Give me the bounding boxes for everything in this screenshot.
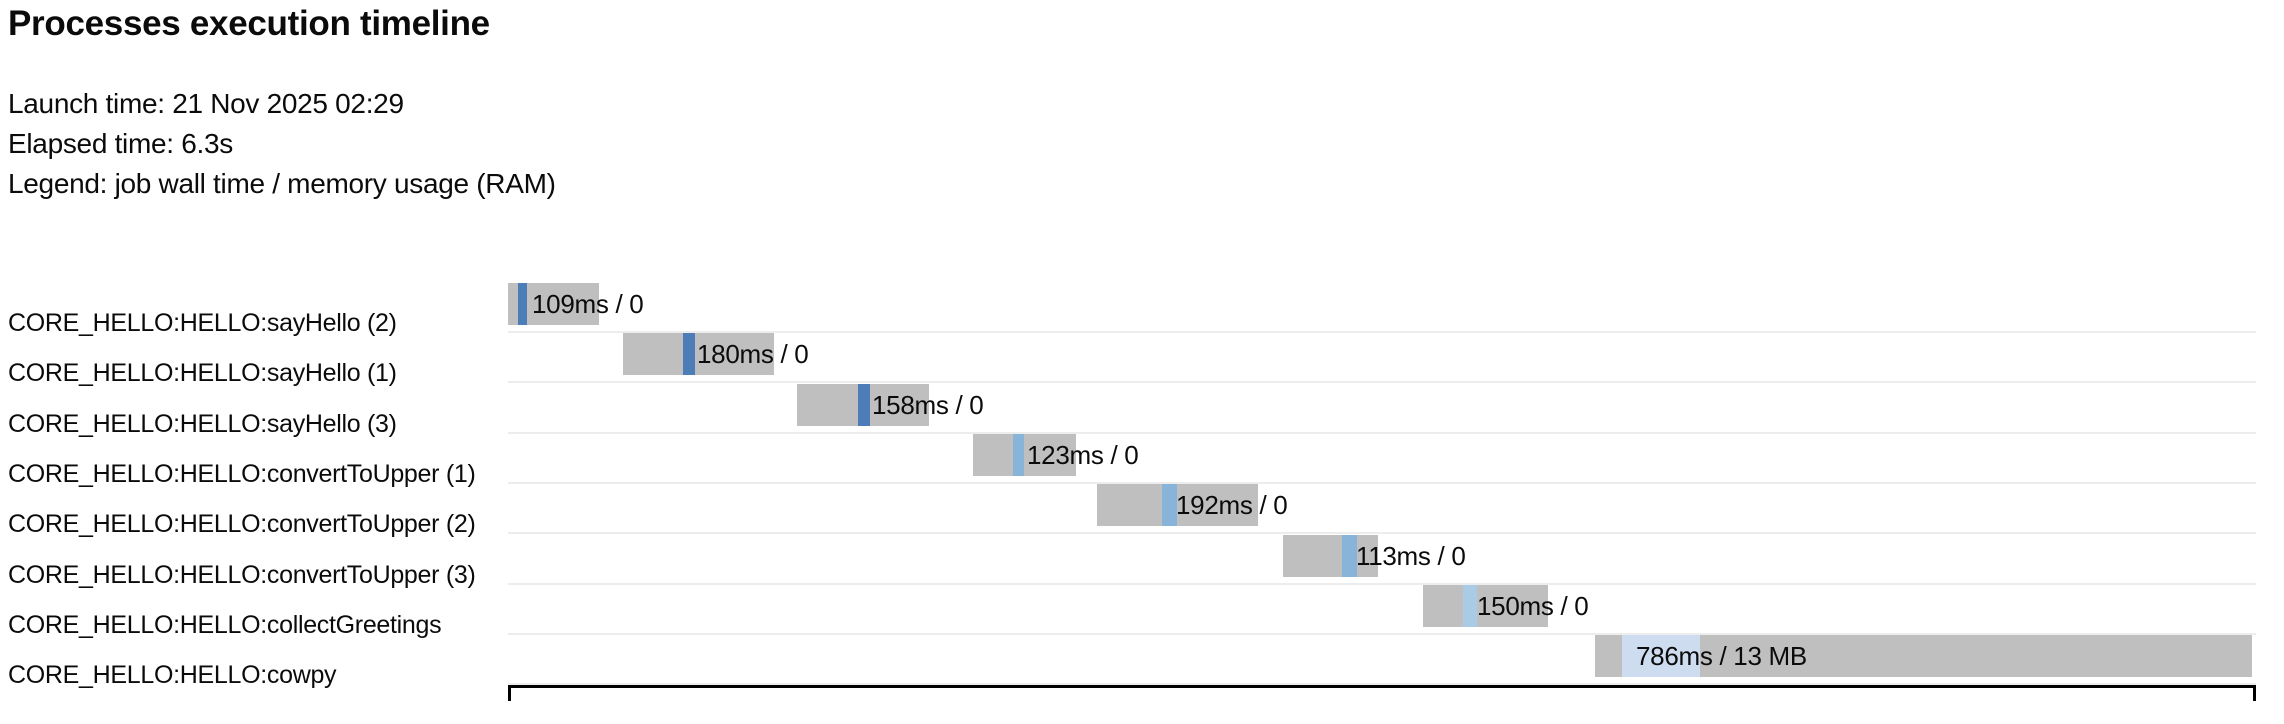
task-duration-memory-label: 192ms / 0 <box>1176 490 1288 520</box>
row-separator-line <box>508 482 2256 484</box>
task-run-segment <box>1463 585 1477 627</box>
task-wall-time-bar <box>1595 635 2252 677</box>
process-label: CORE_HELLO:HELLO:sayHello (2) <box>8 309 397 337</box>
row-separator-line <box>508 381 2256 383</box>
task-duration-memory-label: 109ms / 0 <box>532 289 644 319</box>
task-run-segment <box>1622 635 1700 677</box>
legend-note-text: Legend: job wall time / memory usage (RA… <box>8 168 556 199</box>
task-run-segment <box>1342 535 1357 577</box>
task-wall-time-bar <box>973 434 1076 476</box>
row-separator-line <box>508 683 2256 685</box>
row-separator-line <box>508 532 2256 534</box>
task-wall-time-bar <box>508 283 599 325</box>
process-label: CORE_HELLO:HELLO:convertToUpper (1) <box>8 460 476 488</box>
row-separator-line <box>508 432 2256 434</box>
launch-time-text: Launch time: 21 Nov 2025 02:29 <box>8 88 404 119</box>
report-meta: Launch time: 21 Nov 2025 02:29 Elapsed t… <box>8 84 556 204</box>
page-title: Processes execution timeline <box>8 4 490 43</box>
task-wall-time-bar <box>623 333 774 375</box>
process-label: CORE_HELLO:HELLO:sayHello (3) <box>8 410 397 438</box>
task-duration-memory-label: 786ms / 13 MB <box>1636 641 1807 671</box>
task-run-segment <box>858 384 870 426</box>
task-duration-memory-label: 113ms / 0 <box>1356 541 1466 571</box>
x-axis-domain-line <box>508 685 2256 701</box>
task-run-segment <box>1013 434 1024 476</box>
task-run-segment <box>683 333 695 375</box>
task-duration-memory-label: 123ms / 0 <box>1027 440 1139 470</box>
task-duration-memory-label: 150ms / 0 <box>1477 591 1589 621</box>
process-label: CORE_HELLO:HELLO:cowpy <box>8 661 337 689</box>
task-wall-time-bar <box>797 384 929 426</box>
process-label: CORE_HELLO:HELLO:sayHello (1) <box>8 359 397 387</box>
task-run-segment <box>518 283 527 325</box>
task-wall-time-bar <box>1423 585 1548 627</box>
process-label: CORE_HELLO:HELLO:convertToUpper (3) <box>8 561 476 589</box>
process-label: CORE_HELLO:HELLO:collectGreetings <box>8 611 442 639</box>
row-separator-line <box>508 583 2256 585</box>
task-run-segment <box>1162 484 1177 526</box>
task-wall-time-bar <box>1283 535 1378 577</box>
elapsed-time-text: Elapsed time: 6.3s <box>8 128 233 159</box>
task-duration-memory-label: 180ms / 0 <box>697 339 809 369</box>
task-wall-time-bar <box>1097 484 1258 526</box>
process-label: CORE_HELLO:HELLO:convertToUpper (2) <box>8 510 476 538</box>
row-separator-line <box>508 331 2256 333</box>
task-duration-memory-label: 158ms / 0 <box>872 390 984 420</box>
row-separator-line <box>508 633 2256 635</box>
